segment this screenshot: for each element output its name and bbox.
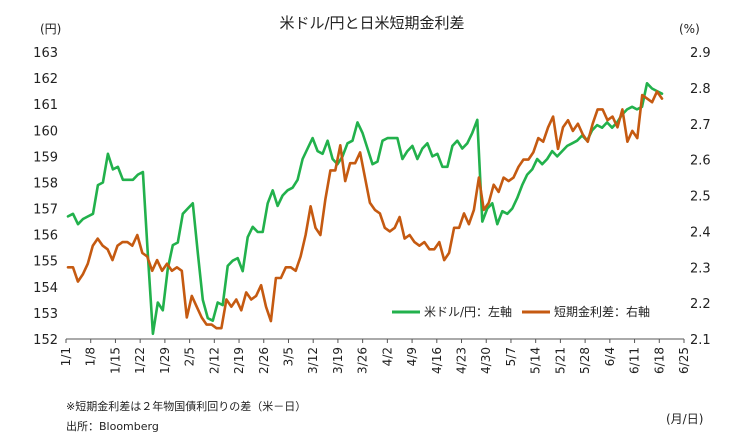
right-tick-label: 2.3 [690, 261, 711, 276]
x-tick-label: 2/5 [183, 347, 197, 366]
x-tick-label: 1/29 [158, 347, 172, 374]
x-tick-label: 6/11 [628, 347, 642, 374]
x-tick-label: 6/18 [652, 347, 666, 374]
right-tick-label: 2.2 [690, 297, 711, 312]
left-tick-label: 161 [33, 98, 58, 113]
x-tick-label: 2/26 [257, 347, 271, 374]
left-tick-label: 162 [33, 72, 58, 87]
x-tick-label: 5/14 [529, 347, 543, 374]
series-line-spread [66, 90, 664, 330]
footnote: ※短期金利差は２年物国債利回りの差（米－日） [66, 399, 306, 413]
legend-label-usdjpy: 米ドル/円：左軸 [424, 304, 512, 319]
x-tick-label: 3/5 [281, 347, 295, 366]
right-tick-label: 2.1 [690, 333, 711, 348]
x-tick-label: 4/9 [405, 347, 419, 366]
right-tick-label: 2.4 [690, 225, 711, 240]
x-axis-unit: (月/日) [666, 412, 703, 426]
right-tick-label: 2.7 [690, 118, 711, 133]
right-tick-label: 2.5 [690, 190, 711, 205]
x-tick-label: 4/30 [479, 347, 493, 374]
source-note: 出所：Bloomberg [66, 419, 159, 433]
left-tick-label: 154 [33, 281, 58, 296]
left-axis-unit: (円) [40, 22, 61, 36]
left-tick-label: 155 [33, 255, 58, 270]
left-tick-label: 160 [33, 124, 58, 139]
x-tick-label: 1/22 [133, 347, 147, 374]
series-line-usdjpy [66, 82, 664, 336]
right-axis-unit: (%) [679, 22, 700, 36]
x-tick-label: 4/16 [430, 347, 444, 374]
legend-label-spread: 短期金利差：右軸 [554, 304, 650, 319]
right-tick-label: 2.6 [690, 154, 711, 169]
left-tick-label: 153 [33, 307, 58, 322]
x-tick-label: 6/25 [677, 347, 691, 374]
x-tick-label: 4/2 [380, 347, 394, 366]
right-tick-label: 2.9 [690, 46, 711, 61]
x-tick-label: 5/7 [504, 347, 518, 366]
x-tick-label: 3/26 [356, 347, 370, 374]
left-tick-label: 158 [33, 176, 58, 191]
legend: 米ドル/円：左軸 短期金利差：右軸 [392, 304, 650, 319]
x-tick-label: 2/12 [207, 347, 221, 374]
left-tick-label: 159 [33, 150, 58, 165]
x-axis-ticks: 1/1 1/8 1/15 1/22 1/29 2/5 2/12 2/19 2/26 3/5 3/12… [59, 339, 691, 374]
x-tick-label: 2/19 [232, 347, 246, 374]
plot-lines [66, 82, 664, 336]
x-tick-label: 5/21 [553, 347, 567, 374]
chart-title: 米ドル/円と日米短期金利差 [279, 14, 464, 32]
left-tick-label: 163 [33, 46, 58, 61]
left-tick-label: 157 [33, 203, 58, 218]
right-tick-label: 2.8 [690, 82, 711, 97]
x-tick-label: 4/23 [455, 347, 469, 374]
x-tick-label: 1/15 [108, 347, 122, 374]
x-tick-label: 3/12 [306, 347, 320, 374]
right-axis-ticks: 2.1 2.2 2.3 2.4 2.5 2.6 2.7 2.8 2.9 [690, 46, 711, 348]
x-tick-label: 6/4 [603, 347, 617, 366]
x-tick-label: 1/8 [84, 347, 98, 366]
left-tick-label: 152 [33, 333, 58, 348]
x-tick-label: 1/1 [59, 347, 73, 366]
left-axis-ticks: 152 153 154 155 156 157 158 159 160 161 162 163 [33, 46, 58, 348]
x-tick-label: 3/19 [331, 347, 345, 374]
left-tick-label: 156 [33, 229, 58, 244]
x-tick-label: 5/28 [578, 347, 592, 374]
